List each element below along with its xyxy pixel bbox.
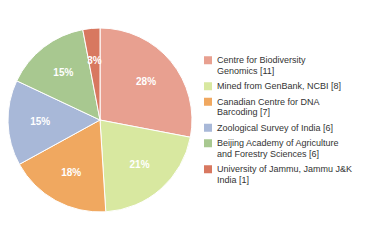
pie-slice bbox=[100, 120, 190, 212]
chart-container: 28% 21% 18% 15% 15% 3% Centre for Biodiversity… bbox=[0, 0, 380, 240]
data-label: 28% bbox=[136, 76, 156, 87]
legend-label: Beijing Academy of Agricultureand Forest… bbox=[217, 138, 339, 159]
chart: 28% 21% 18% 15% 15% 3% Centre for Biodiversity… bbox=[0, 0, 380, 240]
data-label: 18% bbox=[61, 167, 81, 178]
legend-swatch bbox=[204, 98, 212, 106]
data-label: 15% bbox=[30, 116, 50, 127]
legend-swatch bbox=[204, 139, 212, 147]
legend-label: Mined from GenBank, NCBI [8] bbox=[217, 81, 341, 91]
data-labels: 28% 21% 18% 15% 15% 3% bbox=[30, 55, 156, 178]
pie-slice bbox=[83, 28, 100, 120]
legend-swatch bbox=[204, 82, 212, 90]
legend-label: Centre for BiodiversityGenomics [11] bbox=[217, 55, 306, 76]
legend-swatch bbox=[204, 124, 212, 132]
pie-slice bbox=[100, 28, 192, 137]
legend: Centre for BiodiversityGenomics [11] Mine… bbox=[204, 55, 352, 185]
data-label: 21% bbox=[130, 159, 150, 170]
legend-label: Canadian Centre for DNABarcoding [7] bbox=[217, 97, 320, 118]
data-label: 3% bbox=[87, 55, 102, 66]
legend-swatch bbox=[204, 56, 212, 64]
legend-label: Zoological Survey of India [6] bbox=[217, 123, 333, 133]
data-label: 15% bbox=[53, 67, 73, 78]
legend-swatch bbox=[204, 165, 212, 173]
legend-label: University of Jammu, Jammu J&KIndia [1] bbox=[217, 164, 352, 185]
slices bbox=[8, 28, 192, 212]
